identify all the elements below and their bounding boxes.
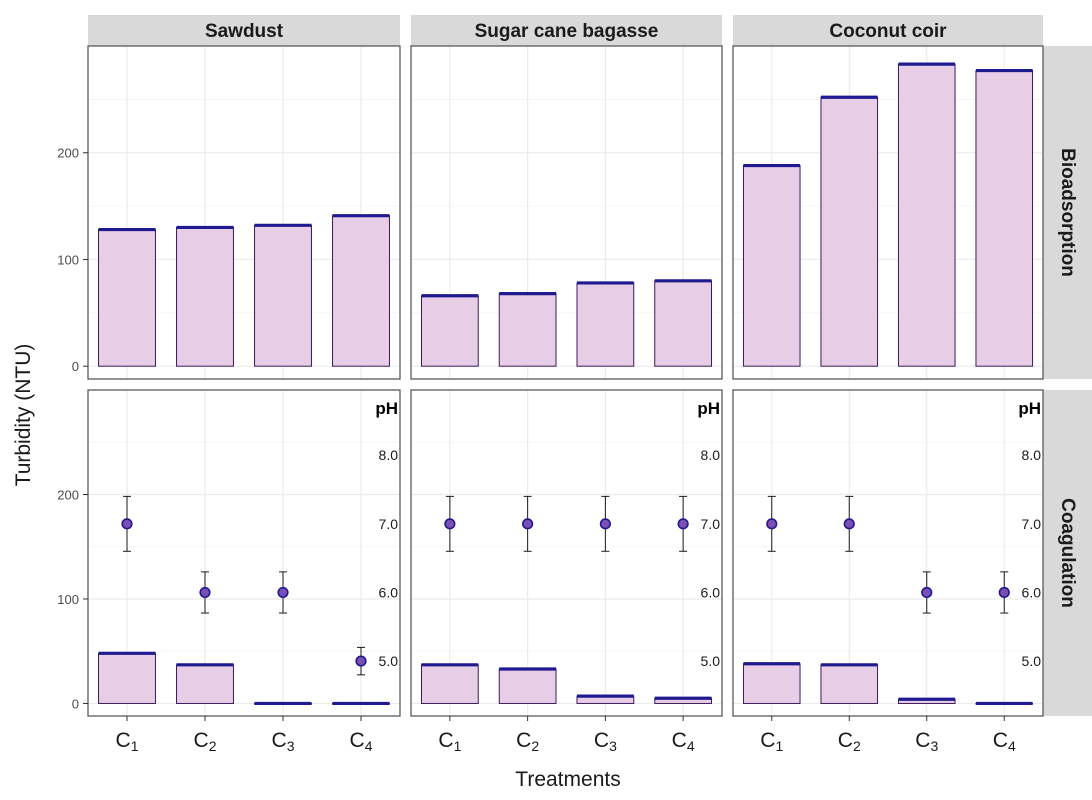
ph-tick-label: 5.0 (701, 653, 721, 669)
panel-bioadsorption-sawdust: 0 100 200 (57, 45, 401, 380)
ph-label: pH (697, 399, 720, 418)
y-axis-title: Turbidity (NTU) (12, 344, 35, 487)
x-tick-label: C2 (838, 729, 861, 754)
bar (420, 295, 479, 367)
ph-point (199, 586, 211, 599)
ph-point (921, 586, 933, 599)
bar (742, 663, 801, 704)
ph-tick-label: 7.0 (379, 516, 399, 532)
x-tick-label: C2 (194, 729, 217, 754)
ph-tick-label: 5.0 (379, 653, 399, 669)
y-tick-label: 0 (72, 696, 79, 711)
ph-tick-label: 7.0 (701, 516, 721, 532)
panel-border (732, 389, 1044, 717)
column-strip-sugar-cane-bagasse (411, 15, 722, 46)
bar (420, 664, 479, 704)
panel-border (87, 45, 401, 380)
ph-point (843, 518, 855, 530)
column-strip-coconut-coir (733, 15, 1043, 46)
panel-border (87, 389, 401, 717)
panel-coagulation-sugar-cane-bagasse: pH 8.0 7.0 6.0 5.0 C1 C2 C3 C4 (410, 389, 723, 754)
bar (820, 664, 879, 704)
ph-point (355, 655, 367, 667)
column-strip-label: Sugar cane bagasse (475, 21, 659, 42)
ph-tick-label: 7.0 (1022, 516, 1042, 532)
ph-tick-label: 6.0 (379, 584, 399, 600)
ph-point (766, 518, 778, 530)
x-tick-label: C4 (350, 729, 373, 754)
column-strip-label: Sawdust (205, 21, 284, 42)
bar (176, 664, 234, 704)
ph-point (998, 586, 1010, 599)
ph-point (677, 518, 689, 530)
panel-border (410, 45, 723, 380)
panel-border (732, 45, 1044, 380)
y-tick-label: 100 (57, 592, 79, 607)
bar (897, 63, 956, 367)
bar (576, 282, 635, 367)
x-tick-label: C4 (993, 729, 1016, 754)
panel-coagulation-sawdust: pH 8.0 7.0 6.0 5.0 0 100 200 C1 C2 C3 C4 (57, 389, 401, 754)
panels-layer: Sawdust Sugar cane bagasse Coconut coir Bio… (57, 15, 1092, 754)
row-strip-bioadsorption (1043, 46, 1092, 379)
bar (498, 668, 557, 704)
ph-point (444, 518, 456, 530)
x-tick-label: C1 (438, 729, 461, 754)
ph-label: pH (375, 399, 398, 418)
row-strip-label: Coagulation (1057, 498, 1078, 608)
y-tick-label: 0 (72, 359, 79, 374)
x-tick-label: C1 (116, 729, 139, 754)
bar (820, 96, 879, 367)
column-strip-label: Coconut coir (829, 21, 947, 42)
column-strip-sawdust (88, 15, 400, 46)
panel-border (410, 389, 723, 717)
bar (98, 229, 156, 367)
y-tick-label: 200 (57, 487, 79, 502)
bar (654, 280, 713, 367)
bar (975, 70, 1034, 367)
y-tick-label: 200 (57, 146, 79, 161)
bar (254, 224, 312, 367)
bar (498, 293, 557, 367)
row-strip-label: Bioadsorption (1057, 148, 1078, 277)
x-tick-label: C3 (594, 729, 617, 754)
ph-point (522, 518, 534, 530)
ph-tick-label: 6.0 (701, 584, 721, 600)
ph-point (121, 518, 133, 530)
ph-point (277, 586, 289, 599)
bar (332, 215, 390, 367)
ph-tick-label: 6.0 (1022, 584, 1042, 600)
x-tick-label: C4 (672, 729, 695, 754)
ph-tick-label: 8.0 (1022, 447, 1042, 463)
row-strip-coagulation (1043, 390, 1092, 716)
bar (742, 165, 801, 367)
y-tick-label: 100 (57, 252, 79, 267)
panel-bioadsorption-coconut-coir (732, 45, 1044, 380)
x-tick-label: C3 (915, 729, 938, 754)
ph-label: pH (1018, 399, 1041, 418)
x-tick-label: C1 (760, 729, 783, 754)
x-tick-label: C2 (516, 729, 539, 754)
ph-tick-label: 8.0 (379, 447, 399, 463)
panel-bioadsorption-sugar-cane-bagasse (410, 45, 723, 380)
panel-coagulation-coconut-coir: pH 8.0 7.0 6.0 5.0 C1 C2 C3 C4 (732, 389, 1044, 754)
ph-tick-label: 5.0 (1022, 653, 1042, 669)
ph-point (599, 518, 611, 530)
x-tick-label: C3 (272, 729, 295, 754)
x-axis-title: Treatments (515, 768, 620, 791)
ph-tick-label: 8.0 (701, 447, 721, 463)
bar (176, 226, 234, 367)
bar (98, 652, 156, 704)
